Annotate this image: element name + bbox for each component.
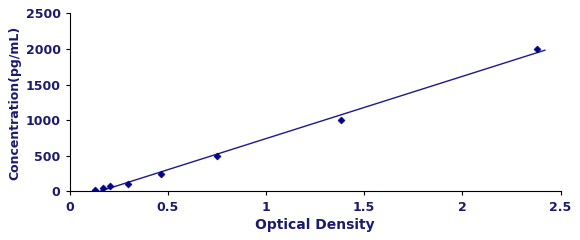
- X-axis label: Optical Density: Optical Density: [255, 218, 375, 232]
- Y-axis label: Concentration(pg/mL): Concentration(pg/mL): [8, 25, 21, 180]
